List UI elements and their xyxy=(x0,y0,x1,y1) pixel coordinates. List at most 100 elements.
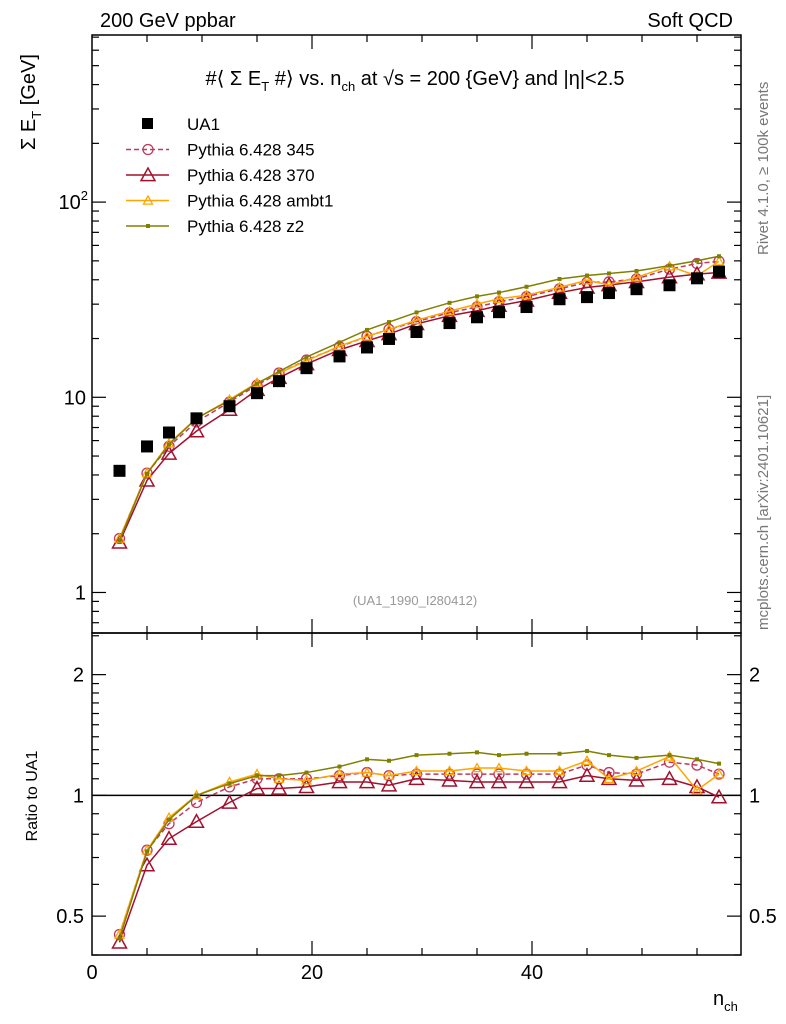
triangle-marker xyxy=(490,773,508,789)
dot-marker xyxy=(557,276,562,281)
legend-entry: Pythia 6.428 z2 xyxy=(126,217,304,236)
dot-marker xyxy=(497,753,501,758)
dot-marker xyxy=(634,755,639,760)
ratio-panel xyxy=(92,749,741,949)
dot-marker xyxy=(557,751,562,756)
ratio-tick-label-right: 0.5 xyxy=(749,906,777,928)
triangle-marker xyxy=(410,765,423,776)
dot-marker xyxy=(167,442,171,447)
triangle-marker xyxy=(581,754,593,765)
ratio-tick-label-left: 1 xyxy=(73,785,84,807)
data-point xyxy=(361,341,373,354)
y-tick-label: 10 xyxy=(64,387,86,409)
data-point xyxy=(223,400,236,413)
triangle-marker xyxy=(160,830,178,846)
ratio-frame xyxy=(91,632,742,956)
triangle-marker xyxy=(520,289,533,300)
triangle-marker xyxy=(188,813,205,829)
dot-marker xyxy=(414,753,419,758)
dot-marker xyxy=(227,781,232,786)
legend-label: Pythia 6.428 ambt1 xyxy=(187,192,333,211)
dot-marker xyxy=(717,254,721,259)
circle-marker xyxy=(603,766,615,779)
ratio-series-2 xyxy=(113,750,725,939)
dot-marker xyxy=(387,758,391,763)
triangle-marker xyxy=(443,305,456,316)
dot-marker xyxy=(277,773,281,778)
legend-label: Pythia 6.428 370 xyxy=(187,166,315,185)
dot-marker xyxy=(387,320,391,325)
ratio-series-line xyxy=(118,755,720,935)
triangle-marker xyxy=(139,166,157,182)
legend-entry: UA1 xyxy=(142,115,220,134)
triangle-marker xyxy=(710,788,728,804)
triangle-marker xyxy=(518,773,535,789)
dot-marker xyxy=(167,817,171,822)
dot-marker xyxy=(365,757,369,762)
data-point xyxy=(113,464,126,477)
triangle-marker xyxy=(383,769,395,780)
legend-label: Pythia 6.428 345 xyxy=(187,141,315,160)
data-point xyxy=(663,279,676,292)
rivet-version-label: Rivet 4.1.0, ≥ 100k events xyxy=(755,82,772,255)
dot-marker xyxy=(497,290,501,295)
triangle-marker xyxy=(298,778,315,794)
triangle-marker xyxy=(691,784,703,795)
series-2 xyxy=(113,255,725,543)
dot-marker xyxy=(475,294,479,299)
triangle-marker xyxy=(468,773,486,789)
dot-marker xyxy=(255,773,259,778)
triangle-marker xyxy=(270,780,288,795)
triangle-marker xyxy=(251,768,263,779)
circle-marker xyxy=(630,768,643,780)
circle-marker xyxy=(520,768,533,780)
y-tick-label: 1 xyxy=(75,582,86,604)
legend-entry: Pythia 6.428 345 xyxy=(126,141,315,160)
legend: UA1 Pythia 6.428 345 Pythia 6.428 370 Pythi… xyxy=(126,115,333,236)
triangle-marker xyxy=(300,774,313,785)
triangle-marker xyxy=(383,323,395,334)
triangle-marker xyxy=(553,281,566,292)
data-point xyxy=(630,283,643,296)
dot-marker xyxy=(585,273,589,278)
triangle-marker xyxy=(333,340,346,351)
dot-marker xyxy=(717,761,721,766)
data-point xyxy=(163,426,175,439)
triangle-marker xyxy=(713,255,725,266)
triangle-marker xyxy=(630,765,643,776)
triangle-marker xyxy=(581,274,593,285)
main-panel xyxy=(111,254,728,549)
dot-marker xyxy=(194,793,199,798)
legend-entry: Pythia 6.428 ambt1 xyxy=(126,192,333,211)
triangle-marker xyxy=(493,762,505,773)
dot-marker xyxy=(447,751,452,756)
data-point xyxy=(520,301,533,314)
triangle-marker xyxy=(188,422,205,438)
circle-marker xyxy=(190,796,203,809)
dot-marker xyxy=(146,224,150,228)
data-point xyxy=(713,265,725,278)
triangle-marker xyxy=(471,762,483,773)
dot-marker xyxy=(277,369,281,374)
dot-marker xyxy=(695,258,699,263)
series-line xyxy=(118,271,720,543)
data-point xyxy=(691,272,703,285)
triangle-marker xyxy=(661,770,678,786)
triangle-marker xyxy=(551,773,568,789)
y-tick-value: 10 xyxy=(64,387,86,409)
data-point xyxy=(141,440,153,453)
triangle-marker xyxy=(160,445,178,460)
triangle-marker xyxy=(630,271,643,282)
dot-marker xyxy=(414,310,419,315)
dot-marker xyxy=(524,751,529,756)
triangle-marker xyxy=(578,767,596,782)
circle-marker xyxy=(553,768,566,780)
dot-marker xyxy=(145,849,149,854)
dot-marker xyxy=(585,749,589,754)
triangle-marker xyxy=(221,793,238,809)
data-point xyxy=(273,375,285,388)
triangle-marker xyxy=(380,776,398,792)
dot-marker xyxy=(337,340,342,345)
